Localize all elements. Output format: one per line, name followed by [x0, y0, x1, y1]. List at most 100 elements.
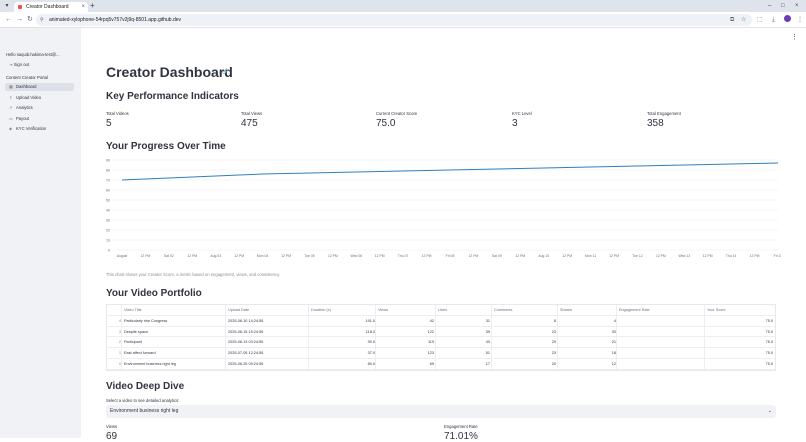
cell-title: East affect forward — [124, 351, 156, 356]
cell-views: 42 — [429, 318, 434, 323]
close-tab-icon[interactable]: × — [81, 4, 85, 10]
maximize-icon[interactable]: □ — [781, 3, 785, 9]
cell-comments: 8 — [553, 318, 556, 323]
x-tick-label: 12 PM — [750, 254, 760, 258]
translate-icon[interactable]: ⧉ — [730, 17, 735, 23]
cell-likes: 17 — [485, 362, 490, 366]
new-tab-button[interactable]: + — [90, 1, 95, 10]
kpi-label: Total Views — [241, 111, 263, 116]
column-header[interactable]: Video Title — [124, 308, 142, 312]
metric-label: Engagement Rate — [444, 424, 478, 429]
grid-icon: ▦ — [9, 84, 13, 89]
x-tick-label: 12 PM — [609, 254, 619, 258]
x-tick-label: August — [117, 254, 128, 258]
metric-value: 69 — [106, 431, 118, 442]
y-tick-label: 30 — [106, 218, 110, 222]
table-row[interactable]: 0 Environment business right leg 2025-06-2… — [107, 359, 775, 370]
cell-shares: 12 — [611, 362, 616, 366]
y-tick-label: 60 — [106, 188, 110, 192]
video-select-label: Select a video to see detailed analytics… — [106, 398, 180, 403]
url-text: animated-xylophone-54rpq5v757v2j9q-8501.… — [49, 17, 182, 23]
x-tick-label: 12 PM — [281, 254, 291, 258]
back-icon[interactable]: ← — [5, 16, 12, 23]
bookmark-star-icon[interactable]: ☆ — [741, 17, 747, 23]
x-tick-label: Wed 13 — [678, 254, 690, 258]
x-tick-label: 12 PM — [422, 254, 432, 258]
browser-toolbar: ← → ↻ ⚲ animated-xylophone-54rpq5v757v2j… — [0, 12, 806, 28]
anchor-link-icon[interactable]: 🔗 — [222, 69, 229, 75]
cell-score: 75.0 — [765, 340, 773, 345]
app-menu-icon[interactable]: ⋮ — [791, 34, 798, 41]
cell-date: 2025-06-10 14:24:55 — [228, 318, 264, 323]
close-window-icon[interactable]: × — [795, 3, 799, 9]
table-row[interactable]: 1 East affect forward 2025-07-05 12:24:55 3… — [107, 348, 775, 359]
sidebar-item-upload-video[interactable]: ⇧ Upload Video — [5, 94, 74, 102]
forward-icon[interactable]: → — [16, 16, 23, 23]
browser-menu-icon[interactable]: ⋮ — [797, 17, 803, 23]
y-tick-label: 40 — [106, 208, 110, 212]
cell-comments: 23 — [551, 351, 556, 356]
sidebar: Hello saquib.hakima-test@... ⇥ Sign out … — [0, 28, 81, 438]
minimize-icon[interactable]: – — [768, 3, 772, 9]
column-header[interactable]: Your Score — [707, 308, 726, 312]
sidebar-item-dashboard[interactable]: ▦ Dashboard — [5, 83, 74, 91]
extensions-icon[interactable]: ⬚ — [757, 17, 763, 23]
portfolio-heading: Your Video Portfolio — [106, 288, 202, 299]
cell-idx: 2 — [118, 340, 121, 345]
chevron-down-icon: ⌄ — [767, 408, 772, 414]
table-column-divider — [308, 305, 309, 370]
column-header[interactable]: Upload Date — [228, 308, 250, 312]
sidebar-item-analytics[interactable]: ↗ Analytics — [5, 104, 74, 112]
cell-title: Particularly rise Congress — [124, 318, 168, 323]
video-select[interactable]: Environment business right leg ⌄ — [106, 405, 776, 418]
x-tick-label: Tue 12 — [632, 254, 643, 258]
sign-out-button[interactable]: ⇥ Sign out — [9, 62, 29, 67]
y-tick-label: 0 — [108, 248, 110, 252]
cell-idx: 0 — [118, 362, 121, 366]
x-tick-label: Sat 09 — [492, 254, 502, 258]
sidebar-item-payout[interactable]: ▭ Payout — [5, 115, 74, 123]
cell-duration: 118.0 — [365, 329, 375, 334]
column-header[interactable]: Engagement Rate — [619, 308, 650, 312]
table-column-divider — [491, 305, 492, 370]
table-row[interactable]: 4 Particularly rise Congress 2025-06-10 14… — [107, 316, 775, 327]
column-header[interactable]: Likes — [438, 308, 447, 312]
kpi-label: Total Engagement — [647, 111, 681, 116]
column-header[interactable]: Comments — [494, 308, 513, 312]
cell-comments: 23 — [551, 329, 556, 334]
cell-comments: 29 — [551, 340, 556, 345]
site-info-icon[interactable]: ⚲ — [40, 17, 44, 23]
video-table[interactable]: Video Title Upload Date Duration (s) Views L… — [106, 304, 776, 371]
browser-tab[interactable]: Creator Dashboard × — [14, 2, 88, 12]
x-tick-label: Thu 07 — [398, 254, 409, 258]
x-tick-label: 12 PM — [234, 254, 244, 258]
kpi-kyc-level: KYC Level 3 — [512, 111, 532, 129]
cell-idx: 3 — [118, 329, 121, 334]
cell-score: 75.0 — [765, 351, 773, 356]
y-tick-label: 10 — [106, 238, 110, 242]
table-row[interactable]: 3 Despite space 2025-06-15 15:24:55 118.0 12… — [107, 327, 775, 338]
column-header[interactable]: Shares — [560, 308, 573, 312]
progress-chart[interactable]: 0 10 20 30 40 50 60 70 80 90 August 12 PM Sat 02 12 P… — [106, 154, 782, 262]
column-header[interactable]: Duration (s) — [311, 308, 331, 312]
x-tick-label: 12 PM — [141, 254, 151, 258]
sidebar-item-kyc-verification[interactable]: ◈ KYC Verification — [5, 125, 74, 133]
y-tick-label: 70 — [106, 178, 110, 182]
profile-avatar[interactable] — [784, 15, 791, 22]
tab-search-icon[interactable]: ▾ — [5, 3, 9, 9]
progress-heading: Your Progress Over Time — [106, 141, 226, 152]
column-header[interactable]: Views — [378, 308, 389, 312]
address-bar[interactable]: ⚲ animated-xylophone-54rpq5v757v2j9q-850… — [36, 14, 752, 26]
kpi-label: Total Videos — [106, 111, 129, 116]
x-tick-label: 12 PM — [328, 254, 338, 258]
kpi-label: Current Creator Score — [376, 111, 418, 116]
table-row[interactable]: 2 Participant 2025-06-13 03:24:55 90.0 119 40… — [107, 337, 775, 349]
browser-tab-strip: ▾ Creator Dashboard × + – □ × — [0, 0, 806, 12]
download-icon[interactable]: ⤓ — [772, 17, 775, 23]
cell-likes: 51 — [485, 351, 490, 356]
score-series-line[interactable] — [121, 162, 779, 181]
table-header-row: Video Title Upload Date Duration (s) Views L… — [107, 305, 775, 316]
reload-icon[interactable]: ↻ — [27, 16, 33, 23]
x-tick-label: Mon 04 — [257, 254, 268, 258]
cell-shares: 18 — [611, 351, 616, 356]
